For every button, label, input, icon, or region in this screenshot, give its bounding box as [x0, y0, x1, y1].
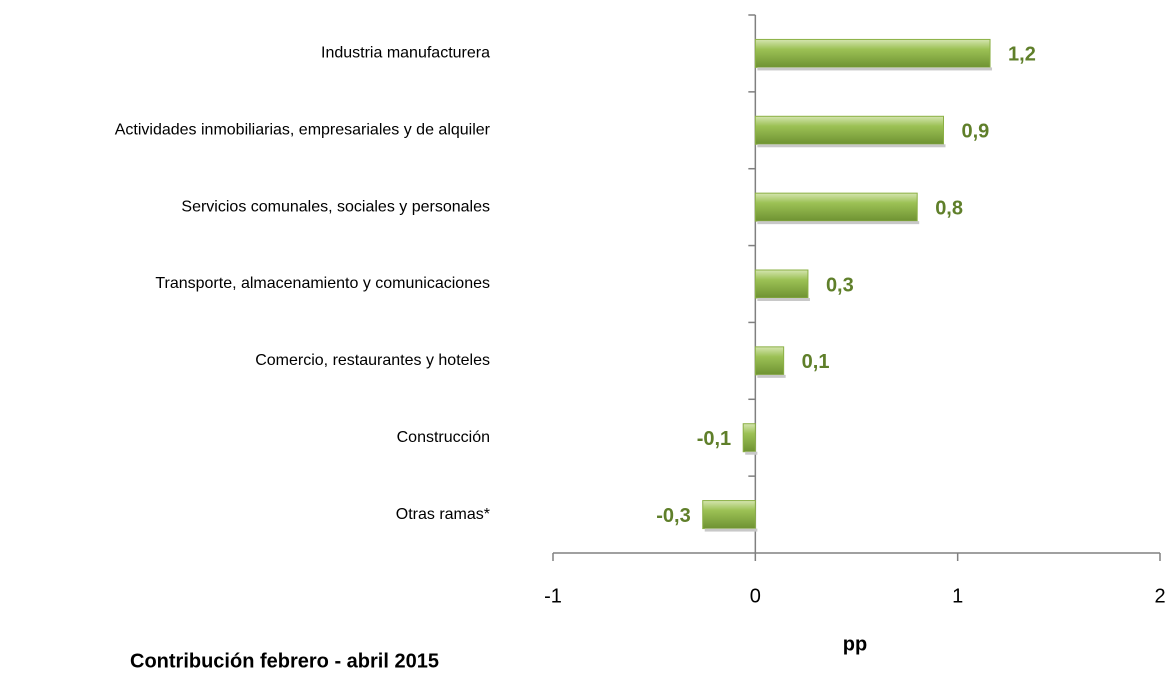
bar-shadow — [757, 298, 810, 301]
category-label: Servicios comunales, sociales y personal… — [181, 198, 490, 215]
x-axis-label: pp — [843, 633, 867, 655]
category-label: Comercio, restaurantes y hoteles — [255, 352, 490, 369]
x-tick-label: 2 — [1154, 585, 1165, 607]
bar-shadow — [745, 451, 758, 455]
bar-shadow — [757, 374, 786, 378]
value-label: 0,3 — [826, 274, 854, 296]
bar — [702, 500, 756, 530]
bar — [754, 269, 809, 299]
bar — [742, 423, 756, 453]
category-label: Actividades inmobiliarias, empresariales… — [115, 122, 491, 139]
value-label: 0,9 — [962, 121, 990, 143]
caption: Contribución febrero - abril 2015 — [130, 650, 439, 672]
value-label: 0,8 — [935, 197, 963, 219]
bar — [754, 346, 785, 376]
bar — [754, 115, 945, 145]
bar-shadow — [704, 528, 758, 532]
category-label: Construcción — [397, 429, 490, 446]
bar-shadow — [757, 221, 920, 225]
category-label: Industria manufacturera — [321, 45, 490, 62]
value-label: 1,2 — [1008, 44, 1036, 66]
bar — [754, 192, 918, 222]
x-tick-label: -1 — [544, 585, 562, 607]
value-label: -0,3 — [656, 505, 690, 527]
value-label: -0,1 — [697, 428, 731, 450]
bar — [754, 38, 991, 68]
x-tick-label: 1 — [952, 585, 963, 607]
category-label: Otras ramas* — [396, 506, 490, 523]
bar-shadow — [757, 144, 946, 148]
value-label: 0,1 — [802, 351, 830, 373]
x-tick-label: 0 — [750, 585, 761, 607]
category-label: Transporte, almacenamiento y comunicacio… — [155, 275, 490, 292]
bar-shadow — [757, 67, 993, 71]
